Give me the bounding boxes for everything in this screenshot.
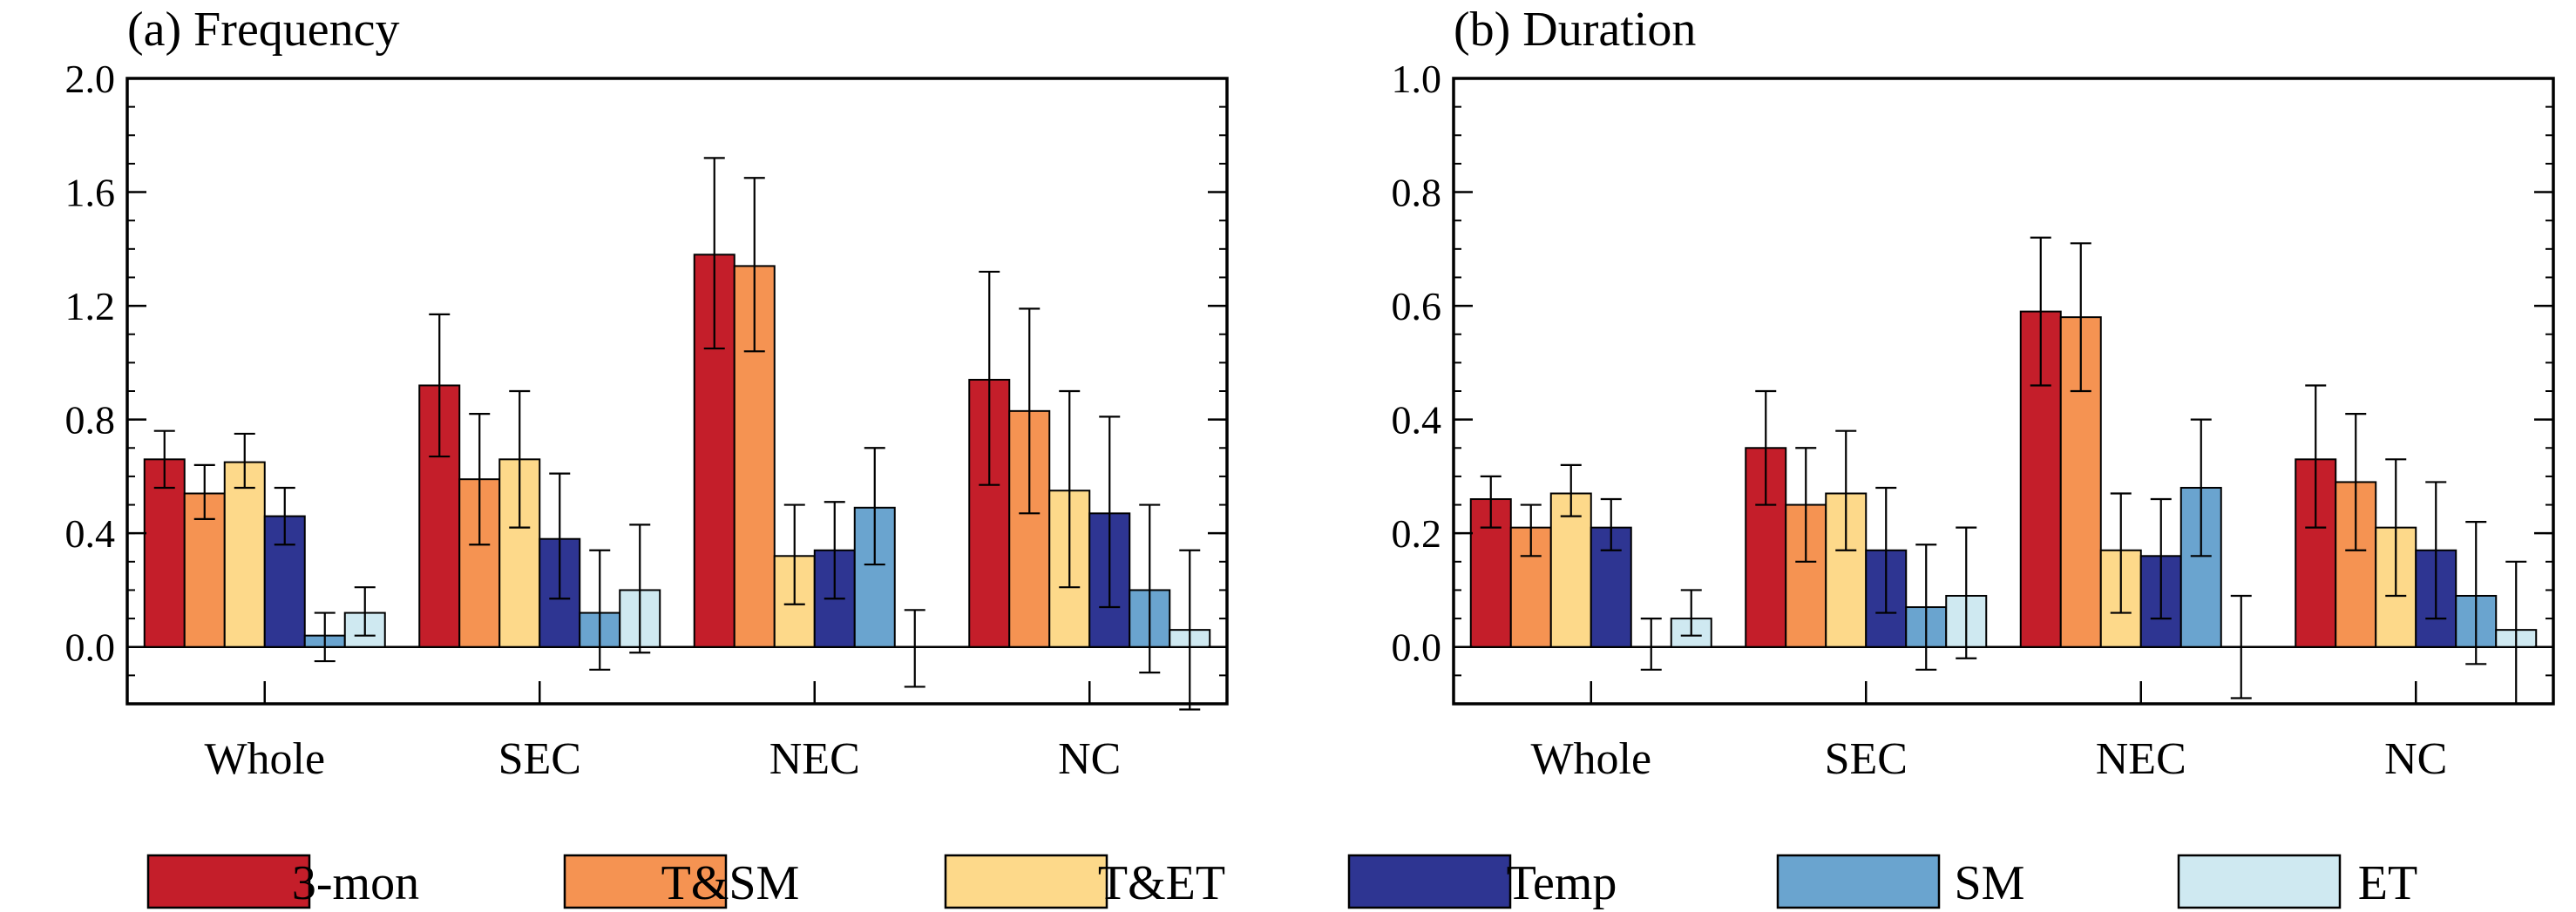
error-bar-SM-NC bbox=[1139, 503, 1161, 674]
error-bar-SM-Whole bbox=[1640, 617, 1662, 671]
error-bar-3-mon-NC bbox=[2305, 384, 2327, 529]
error-bar-T&ET-Whole bbox=[234, 432, 255, 490]
error-bar-Temp-SEC bbox=[549, 472, 571, 600]
legend-item-SM: SM bbox=[1776, 854, 2025, 910]
legend-label: 3-mon bbox=[292, 856, 419, 910]
legend-label: T&SM bbox=[661, 856, 800, 910]
error-bar-T&ET-NC bbox=[2385, 458, 2407, 598]
legend-label: Temp bbox=[1507, 856, 1617, 910]
error-bar-T&ET-SEC bbox=[1835, 429, 1857, 551]
legend-item-T&ET: T&ET bbox=[944, 854, 1225, 910]
legend-swatch bbox=[563, 854, 728, 909]
error-bar-3-mon-SEC bbox=[1755, 389, 1777, 506]
legend-item-T&SM: T&SM bbox=[563, 854, 800, 910]
error-bar-Temp-SEC bbox=[1875, 486, 1897, 614]
y-tick-label: 0.0 bbox=[65, 625, 116, 670]
x-tick-label: NC bbox=[1058, 734, 1121, 784]
error-bar-T&SM-NC bbox=[2345, 413, 2367, 551]
x-tick-label: NEC bbox=[2096, 734, 2186, 784]
error-bar-SM-NC bbox=[2465, 521, 2487, 665]
error-bar-SM-SEC bbox=[589, 549, 611, 671]
error-bar-T&ET-NC bbox=[1059, 389, 1081, 589]
error-bar-Temp-NC bbox=[1099, 415, 1121, 609]
legend-swatch bbox=[2177, 854, 2342, 909]
error-bar-Temp-Whole bbox=[274, 486, 295, 546]
error-bar-T&ET-Whole bbox=[1560, 463, 1582, 517]
bar-3-mon-SEC bbox=[418, 384, 461, 648]
error-bar-Temp-Whole bbox=[1600, 497, 1622, 551]
error-bar-Temp-NEC bbox=[824, 501, 845, 600]
error-bar-3-mon-NEC bbox=[703, 157, 725, 350]
error-bar-3-mon-SEC bbox=[429, 313, 451, 458]
legend-item-ET: ET bbox=[2177, 854, 2417, 910]
error-bar-3-mon-NEC bbox=[2030, 236, 2051, 387]
plot-frame bbox=[1452, 77, 2555, 706]
y-tick-label: 1.0 bbox=[1392, 57, 1442, 101]
error-bar-3-mon-Whole bbox=[1480, 475, 1502, 529]
error-bar-T&SM-Whole bbox=[193, 463, 215, 520]
error-bar-T&SM-NEC bbox=[743, 177, 765, 353]
error-bar-3-mon-NC bbox=[979, 270, 1000, 486]
x-tick-label: NC bbox=[2384, 734, 2447, 784]
error-bar-T&SM-NEC bbox=[2070, 242, 2091, 393]
error-bar-ET-Whole bbox=[354, 586, 376, 637]
x-tick-label: Whole bbox=[204, 734, 325, 784]
legend-item-Temp: Temp bbox=[1347, 854, 1617, 910]
x-tick-label: SEC bbox=[1825, 734, 1908, 784]
bar-Temp-Whole bbox=[263, 515, 306, 648]
x-tick-label: SEC bbox=[498, 734, 581, 784]
error-bar-T&ET-SEC bbox=[509, 389, 531, 529]
error-bar-ET-NEC bbox=[904, 609, 925, 688]
legend: 3-mon T&SM T&ET Temp SM ET bbox=[146, 854, 2417, 910]
legend-swatch bbox=[146, 854, 311, 909]
error-bar-SM-NEC bbox=[2190, 418, 2212, 557]
y-tick-label: 0.8 bbox=[1392, 171, 1442, 215]
error-bar-Temp-NEC bbox=[2150, 497, 2172, 620]
bar-T&ET-Whole bbox=[1549, 492, 1592, 648]
error-bar-T&SM-Whole bbox=[1520, 503, 1542, 557]
x-tick-label: Whole bbox=[1530, 734, 1651, 784]
error-bar-ET-Whole bbox=[1680, 589, 1702, 637]
y-tick-label: 0.6 bbox=[1392, 284, 1442, 328]
error-bar-SM-NEC bbox=[864, 447, 885, 566]
y-tick-label: 0.0 bbox=[1392, 625, 1442, 670]
legend-label: SM bbox=[1955, 856, 2025, 910]
panel-frequency: (a) Frequency Whole SEC NEC NC 0.0 0.4 0.8 1.2 1.… bbox=[65, 3, 1229, 784]
error-bar-ET-SEC bbox=[1956, 526, 1977, 659]
y-tick-label: 0.4 bbox=[65, 511, 116, 556]
error-bar-T&SM-SEC bbox=[1795, 447, 1817, 563]
error-bar-ET-SEC bbox=[629, 524, 651, 654]
y-tick-label: 2.0 bbox=[65, 57, 116, 101]
error-bar-SM-Whole bbox=[314, 611, 336, 663]
chart-title: (a) Frequency bbox=[127, 3, 400, 57]
legend-swatch bbox=[1347, 854, 1512, 909]
bar-T&ET-Whole bbox=[223, 461, 266, 648]
error-bar-SM-SEC bbox=[1915, 544, 1937, 671]
x-tick-label: NEC bbox=[769, 734, 860, 784]
legend-label: T&ET bbox=[1098, 856, 1225, 910]
bar-T&SM-NEC bbox=[733, 265, 776, 648]
y-tick-label: 1.6 bbox=[65, 171, 116, 215]
y-tick-label: 1.2 bbox=[65, 284, 116, 328]
bar-3-mon-NEC bbox=[2019, 310, 2062, 648]
legend-swatch bbox=[1776, 854, 1941, 909]
error-bar-T&ET-NEC bbox=[783, 503, 805, 605]
plot-frame bbox=[125, 77, 1229, 706]
panel-duration: (b) Duration Whole SEC NEC NC 0.0 0.2 0.4 0.6 0.8… bbox=[1392, 3, 2555, 784]
legend-swatch bbox=[944, 854, 1108, 909]
chart-title: (b) Duration bbox=[1454, 3, 1696, 57]
error-bar-T&ET-NEC bbox=[2110, 492, 2132, 614]
y-tick-label: 0.8 bbox=[65, 398, 116, 442]
error-bar-ET-NEC bbox=[2230, 594, 2252, 699]
error-bar-3-mon-Whole bbox=[153, 429, 175, 490]
error-bar-ET-NC bbox=[1179, 549, 1201, 711]
y-tick-label: 0.2 bbox=[1392, 511, 1442, 556]
error-bar-Temp-NC bbox=[2425, 481, 2447, 620]
y-tick-label: 0.4 bbox=[1392, 398, 1442, 442]
legend-label: ET bbox=[2358, 856, 2417, 910]
error-bar-T&SM-NC bbox=[1019, 307, 1041, 515]
legend-item-3-mon: 3-mon bbox=[146, 854, 419, 910]
error-bar-T&SM-SEC bbox=[469, 413, 491, 546]
